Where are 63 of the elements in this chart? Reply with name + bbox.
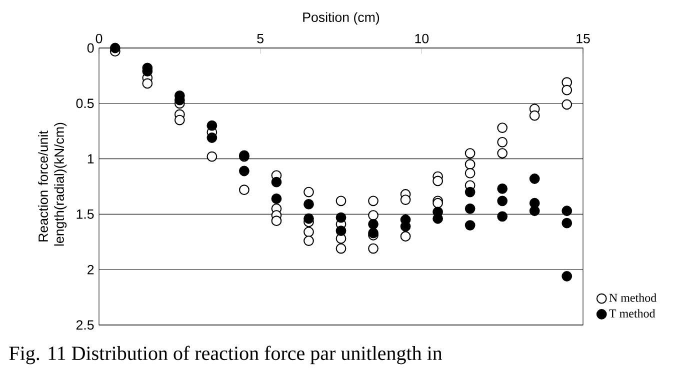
point (336, 226, 346, 236)
point (368, 243, 378, 254)
point (271, 216, 282, 226)
point (529, 174, 540, 184)
y-tick-label: 1.5 (76, 210, 94, 219)
point (368, 228, 378, 238)
point (529, 110, 540, 121)
point (368, 210, 378, 221)
point (271, 176, 282, 188)
point (239, 166, 250, 176)
caption: Fig. 11 Distribution of reaction force par unitlength in (9, 346, 442, 364)
point (562, 84, 572, 96)
point (304, 213, 314, 224)
point (206, 151, 218, 162)
point (562, 206, 572, 216)
y-tick-label: 2.5 (76, 320, 94, 330)
point (271, 193, 282, 204)
point (464, 203, 476, 214)
legend-label: T method (609, 309, 656, 318)
x-tick-label: 15 (576, 34, 590, 44)
point (464, 168, 476, 178)
x-tick-label: 10 (415, 34, 429, 44)
x-tick-label: 0 (96, 34, 102, 44)
point (529, 206, 540, 216)
point (110, 42, 120, 54)
legend-label: N method (609, 293, 656, 302)
point (464, 148, 476, 158)
point (497, 136, 508, 148)
point (336, 196, 346, 206)
point (464, 159, 476, 170)
point (400, 231, 411, 242)
point (206, 132, 218, 143)
point (336, 212, 346, 223)
point (304, 226, 314, 238)
point (497, 196, 508, 206)
point (174, 114, 185, 126)
point (562, 218, 572, 228)
point (497, 211, 508, 222)
point (464, 220, 476, 230)
point (239, 184, 250, 196)
point (562, 271, 572, 282)
point (400, 194, 411, 205)
point (368, 196, 378, 206)
y-tick-label: 0.5 (76, 98, 94, 108)
point (497, 122, 508, 133)
point (368, 218, 378, 230)
point (304, 199, 314, 210)
y-axis-title: Reaction force/unit length(radial)(kN/cm) (38, 122, 67, 246)
point (142, 78, 153, 89)
point (432, 176, 444, 186)
point (304, 236, 314, 246)
y-tick-label: 0 (87, 43, 94, 53)
x-tick-label: 5 (257, 34, 264, 44)
point (206, 120, 218, 131)
x-axis-title: Position (cm) (303, 12, 380, 25)
y-tick-label: 2 (88, 264, 94, 274)
y-tick-label: 1 (88, 154, 94, 164)
point (304, 186, 314, 198)
point (497, 148, 508, 158)
point (336, 243, 346, 254)
point (562, 99, 572, 110)
point (464, 186, 476, 198)
point (497, 184, 508, 194)
